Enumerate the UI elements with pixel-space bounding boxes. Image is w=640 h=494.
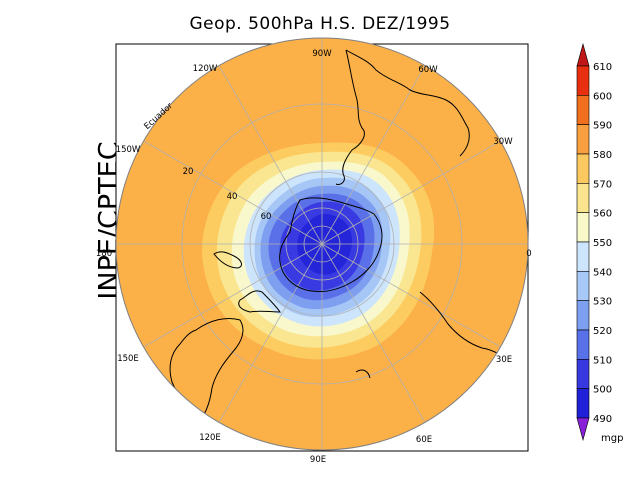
contour-field bbox=[116, 38, 528, 450]
colorbar-box bbox=[576, 388, 590, 419]
colorbar-box bbox=[576, 65, 590, 96]
graticule bbox=[116, 38, 528, 450]
colorbar-level-label: 540 bbox=[593, 267, 612, 278]
map-boundary bbox=[115, 37, 529, 451]
colorbar-level-label: 510 bbox=[593, 355, 612, 366]
colorbar-box bbox=[576, 329, 590, 360]
colorbar-box bbox=[576, 300, 590, 331]
lat-label-60: 60 bbox=[261, 212, 272, 222]
lon-label-90e: 90E bbox=[310, 455, 326, 465]
lon-label-90w: 90W bbox=[312, 49, 332, 59]
colorbar-level-label: 520 bbox=[593, 326, 612, 337]
colorbar-box bbox=[576, 271, 590, 301]
colorbar-level-label: 590 bbox=[593, 121, 612, 132]
colorbar-box bbox=[576, 153, 590, 184]
map-title: Geop. 500hPa H.S. DEZ/1995 bbox=[189, 14, 451, 34]
colorbar-box bbox=[576, 212, 590, 243]
lon-label-60e: 60E bbox=[416, 435, 432, 445]
colorbar-level-label: 490 bbox=[593, 414, 612, 425]
colorbar-level-label: 530 bbox=[593, 297, 612, 308]
lon-label-150e: 150E bbox=[117, 354, 139, 364]
colorbar-max-triangle bbox=[576, 42, 590, 67]
colorbar-box bbox=[576, 359, 590, 389]
lon-label-120w: 120W bbox=[193, 64, 218, 74]
lat-label-40: 40 bbox=[227, 192, 238, 202]
lon-label-120e: 120E bbox=[199, 433, 221, 443]
colorbar-labels: 610 600 590 580 570 560 550 540 530 520 510 500 490 bbox=[593, 62, 612, 425]
colorbar-level-label: 570 bbox=[593, 179, 612, 190]
colorbar-boxes bbox=[576, 42, 590, 442]
colorbar-box bbox=[576, 95, 590, 125]
colorbar-box bbox=[576, 183, 590, 213]
lon-label-0: 0 bbox=[526, 249, 531, 259]
lon-label-60w: 60W bbox=[418, 65, 438, 75]
lon-label-180: 180 bbox=[96, 249, 112, 259]
colorbar-level-label: 500 bbox=[593, 385, 612, 396]
colorbar-level-label: 580 bbox=[593, 150, 612, 161]
lat-label-20: 20 bbox=[183, 167, 194, 177]
lon-label-30w: 30W bbox=[493, 137, 513, 147]
colorbar-level-label: 610 bbox=[593, 62, 612, 73]
colorbar-box bbox=[576, 241, 590, 272]
lon-label-30e: 30E bbox=[496, 355, 512, 365]
colorbar-min-triangle bbox=[576, 417, 590, 442]
colorbar-box bbox=[576, 124, 590, 155]
colorbar-level-label: 600 bbox=[593, 91, 612, 102]
colorbar-level-label: 560 bbox=[593, 209, 612, 220]
lon-label-150w: 150W bbox=[116, 145, 141, 155]
colorbar-level-label: 550 bbox=[593, 238, 612, 249]
colorbar-units: mgp bbox=[601, 433, 623, 444]
